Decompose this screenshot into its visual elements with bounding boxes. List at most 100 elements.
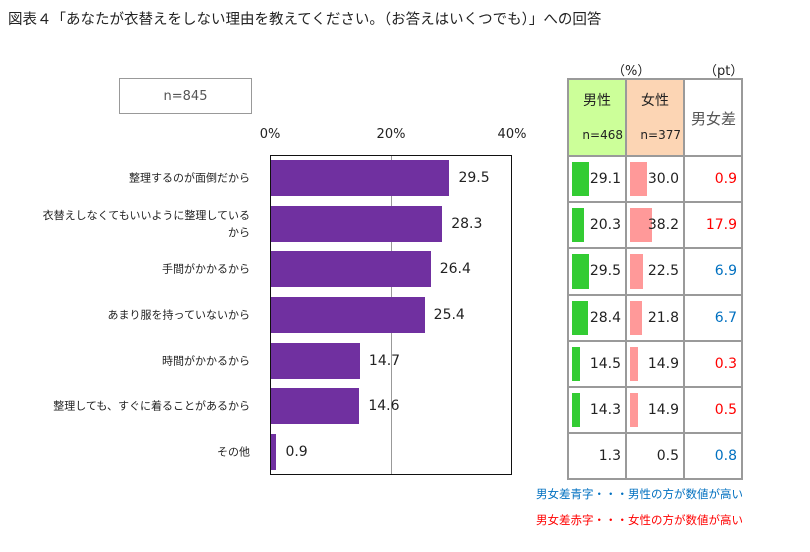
diff-cell: 0.5 (683, 385, 743, 435)
category-label: 衣替えしなくてもいいように整理しているから (42, 208, 250, 239)
male-mini-bar (572, 346, 581, 381)
female-cell: 0.5 (625, 432, 685, 481)
unit-pt: （pt） (704, 64, 744, 79)
data-label: 0.9 (285, 444, 308, 461)
diff-cell: 6.7 (683, 293, 743, 342)
female-cell: 38.2 (625, 201, 685, 250)
note-red: 男女差赤字・・・女性の方が数値が高い (536, 513, 743, 527)
diff-cell: 0.8 (683, 432, 743, 481)
female-mini-bar (630, 346, 639, 381)
male-cell: 28.4 (567, 293, 627, 342)
female-cell: 21.8 (625, 293, 685, 342)
table-row: 29.1 30.0 0.9 (567, 154, 743, 204)
table-row: 14.5 14.9 0.3 (567, 339, 743, 388)
diff-cell: 17.9 (683, 201, 743, 250)
male-cell: 29.1 (567, 154, 627, 204)
diff-value: 0.8 (714, 448, 737, 465)
male-value: 14.3 (589, 402, 621, 419)
category-label: 整理しても、すぐに着ることがあるから (53, 399, 250, 413)
female-cell: 22.5 (625, 247, 685, 296)
female-cell: 14.9 (625, 339, 685, 388)
diff-cell: 0.9 (683, 154, 743, 204)
table-row: 1.3 0.5 0.8 (567, 432, 743, 481)
male-value: 20.3 (589, 217, 621, 234)
male-cell: 29.5 (567, 247, 627, 296)
data-label: 26.4 (439, 261, 471, 278)
male-cell: 14.5 (567, 339, 627, 388)
female-mini-bar (630, 162, 648, 197)
female-value: 38.2 (647, 217, 679, 234)
female-mini-bar (630, 392, 639, 428)
male-cell: 1.3 (567, 432, 627, 481)
diff-value: 0.9 (714, 171, 737, 188)
x-tick-label: 20% (376, 127, 406, 142)
diff-value: 6.7 (714, 309, 737, 326)
male-value: 29.1 (589, 171, 621, 188)
category-label: 時間がかかるから (162, 354, 250, 368)
male-n: n=468 (582, 128, 623, 142)
bar (271, 434, 277, 471)
diff-cell: 6.9 (683, 247, 743, 296)
diff-label: 男女差 (691, 110, 737, 128)
bar (271, 297, 425, 333)
figure-title: 図表４「あなたが衣替えをしない理由を教えてください。（お答えはいくつでも）」への… (8, 12, 602, 28)
note-blue: 男女差青字・・・男性の方が数値が高い (536, 487, 743, 501)
gender-table: 男性 n=468 女性 n=377 男女差 29.1 30.0 0.9 20.3 38.… (567, 78, 743, 481)
female-cell: 30.0 (625, 154, 685, 204)
female-mini-bar (630, 254, 643, 289)
female-value: 22.5 (647, 263, 679, 280)
female-value: 0.5 (656, 448, 679, 465)
sample-size-box: n=845 (119, 78, 252, 114)
female-n: n=377 (640, 128, 681, 142)
table-row: 20.3 38.2 17.9 (567, 201, 743, 250)
plot-area: 29.5 28.3 26.4 25.4 14.7 14.6 0.9 (270, 155, 512, 475)
unit-percent: （%） (612, 64, 651, 79)
x-tick-label: 40% (497, 127, 527, 142)
x-tick-label: 0% (259, 127, 281, 142)
table-row: 14.3 14.9 0.5 (567, 385, 743, 435)
male-value: 14.5 (589, 355, 621, 372)
diff-value: 0.3 (714, 355, 737, 372)
male-mini-bar (572, 300, 589, 335)
diff-value: 0.5 (714, 402, 737, 419)
female-value: 14.9 (647, 355, 679, 372)
male-mini-bar (572, 254, 589, 289)
female-label: 女性 (641, 93, 669, 109)
male-mini-bar (572, 162, 589, 197)
female-header: 女性 n=377 (625, 78, 685, 157)
male-mini-bar (572, 392, 581, 428)
male-cell: 14.3 (567, 385, 627, 435)
table-row: 28.4 21.8 6.7 (567, 293, 743, 342)
female-mini-bar (630, 300, 643, 335)
female-value: 30.0 (647, 171, 679, 188)
female-mini-bar (630, 208, 652, 243)
male-label: 男性 (583, 93, 611, 109)
category-label: 手間がかかるから (162, 262, 250, 276)
bar (271, 159, 450, 196)
female-value: 14.9 (647, 402, 679, 419)
male-value: 29.5 (589, 263, 621, 280)
category-label: その他 (217, 445, 250, 459)
male-cell: 20.3 (567, 201, 627, 250)
male-header: 男性 n=468 (567, 78, 627, 157)
diff-value: 6.9 (714, 263, 737, 280)
data-label: 28.3 (451, 215, 483, 232)
data-label: 29.5 (458, 169, 490, 186)
male-value: 1.3 (598, 448, 621, 465)
table-row: 29.5 22.5 6.9 (567, 247, 743, 296)
female-value: 21.8 (647, 309, 679, 326)
female-cell: 14.9 (625, 385, 685, 435)
data-label: 25.4 (433, 307, 465, 323)
diff-header: 男女差 (683, 78, 743, 157)
bar (271, 205, 443, 242)
category-label: あまり服を持っていないから (107, 308, 250, 322)
bar (271, 342, 360, 379)
male-mini-bar (572, 208, 584, 243)
male-value: 28.4 (589, 309, 621, 326)
bar (271, 388, 360, 425)
diff-value: 17.9 (705, 217, 737, 234)
category-label: 整理するのが面倒だから (129, 171, 250, 185)
data-label: 14.6 (368, 398, 400, 415)
diff-cell: 0.3 (683, 339, 743, 388)
